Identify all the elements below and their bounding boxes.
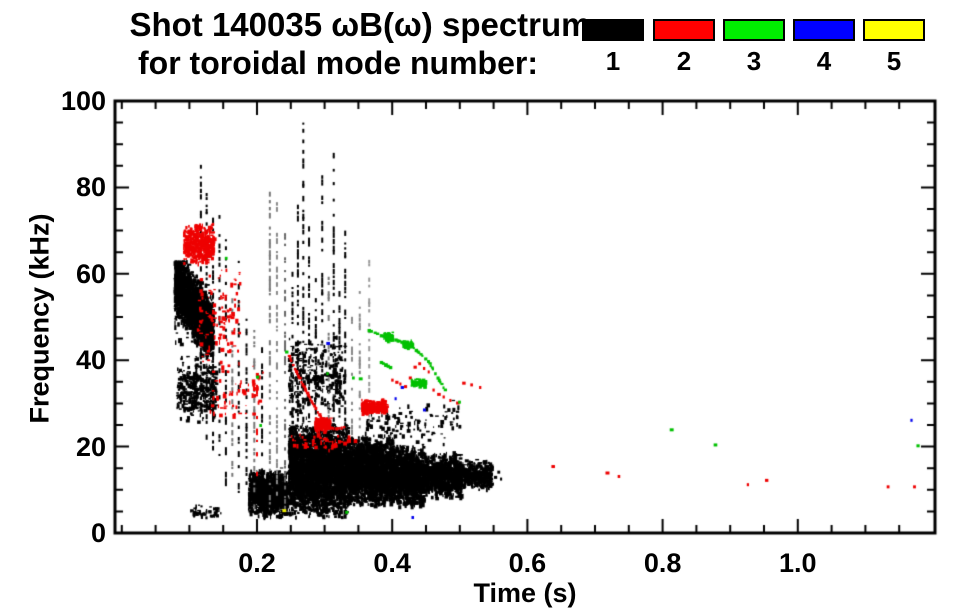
y-tick-label-80: 80 <box>75 172 106 203</box>
x-tick-label-0.2: 0.2 <box>238 548 276 578</box>
x-axis-title: Time (s) <box>473 578 577 608</box>
legend-swatch-3 <box>723 19 785 41</box>
chart-title: Shot 140035 ωB(ω) spectrum <box>129 6 591 43</box>
x-tick-label-0.8: 0.8 <box>643 548 682 578</box>
x-tick-label-0.6: 0.6 <box>508 548 547 578</box>
y-tick-label-20: 20 <box>75 431 106 462</box>
legend-label-2: 2 <box>676 46 692 76</box>
x-tick-label-0.4: 0.4 <box>373 548 411 578</box>
mode-number-legend: 1 2 3 4 5 <box>0 0 963 80</box>
y-tick-label-60: 60 <box>75 258 106 289</box>
chart-subtitle: for toroidal mode number: <box>138 45 538 81</box>
legend-swatch-1 <box>582 19 644 41</box>
y-tick-label-0: 0 <box>90 518 106 548</box>
y-axis-title: Frequency (kHz) <box>24 213 55 424</box>
legend-swatch-4 <box>793 19 855 41</box>
legend-label-5: 5 <box>886 46 902 76</box>
legend-swatch-2 <box>653 19 715 41</box>
legend-swatch-5 <box>863 19 925 41</box>
y-tick-label-100: 100 <box>60 86 106 116</box>
legend-label-1: 1 <box>605 46 621 76</box>
y-tick-label-40: 40 <box>75 345 106 376</box>
legend-label-3: 3 <box>746 46 762 76</box>
legend-label-4: 4 <box>816 46 832 76</box>
x-tick-label-1.0: 1.0 <box>779 548 817 578</box>
